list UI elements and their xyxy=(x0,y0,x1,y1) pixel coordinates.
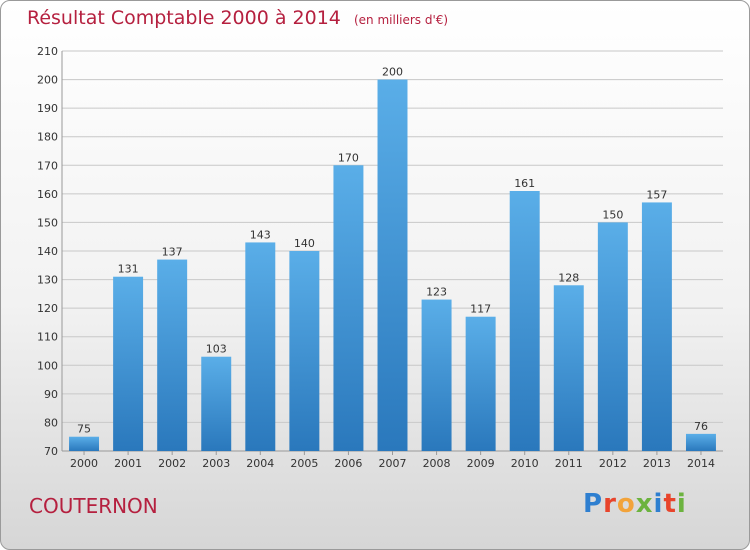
bar xyxy=(597,222,628,451)
x-tick-label: 2005 xyxy=(290,457,318,470)
y-tick-label: 200 xyxy=(37,74,58,87)
y-tick-label: 70 xyxy=(44,445,58,458)
data-label: 117 xyxy=(470,303,491,316)
data-label: 137 xyxy=(162,246,183,259)
title-main: Résultat Comptable 2000 à 2014 xyxy=(27,7,341,29)
y-tick-label: 160 xyxy=(37,188,58,201)
data-label: 143 xyxy=(250,228,271,241)
x-tick-label: 2009 xyxy=(467,457,495,470)
y-tick-label: 180 xyxy=(37,131,58,144)
y-tick-label: 140 xyxy=(37,245,58,258)
data-label: 140 xyxy=(294,237,315,250)
data-label: 75 xyxy=(77,423,91,436)
x-tick-label: 2011 xyxy=(555,457,583,470)
bar xyxy=(377,79,408,452)
x-tick-label: 2006 xyxy=(334,457,362,470)
x-tick-label: 2007 xyxy=(379,457,407,470)
bar xyxy=(157,259,188,451)
bar xyxy=(113,276,144,451)
logo-letter: o xyxy=(616,489,636,519)
logo-letter: x xyxy=(635,489,654,519)
y-tick-label: 90 xyxy=(44,388,58,401)
y-tick-label: 80 xyxy=(44,416,58,429)
bar xyxy=(333,165,364,452)
bar xyxy=(553,285,584,451)
data-label: 170 xyxy=(338,151,359,164)
y-tick-label: 110 xyxy=(37,331,58,344)
proxiti-logo: Proxiti xyxy=(583,489,687,519)
y-tick-label: 190 xyxy=(37,102,58,115)
y-tick-label: 150 xyxy=(37,216,58,229)
logo-letter: i xyxy=(676,489,687,519)
data-label: 123 xyxy=(426,286,447,299)
data-label: 131 xyxy=(118,263,139,276)
data-label: 76 xyxy=(694,420,708,433)
bar xyxy=(201,356,232,451)
bar xyxy=(641,202,672,451)
x-tick-label: 2002 xyxy=(158,457,186,470)
title-unit: (en milliers d'€) xyxy=(353,13,449,27)
y-tick-label: 170 xyxy=(37,159,58,172)
data-label: 128 xyxy=(558,271,579,284)
bar xyxy=(245,242,276,451)
data-label: 157 xyxy=(646,188,667,201)
x-tick-label: 2012 xyxy=(599,457,627,470)
y-tick-label: 120 xyxy=(37,302,58,315)
x-tick-label: 2004 xyxy=(246,457,274,470)
data-label: 200 xyxy=(382,66,403,79)
x-tick-label: 2014 xyxy=(687,457,715,470)
logo-letter: t xyxy=(663,489,677,519)
data-label: 150 xyxy=(602,208,623,221)
y-tick-label: 130 xyxy=(37,274,58,287)
x-tick-label: 2010 xyxy=(511,457,539,470)
x-tick-label: 2013 xyxy=(643,457,671,470)
location-label: COUTERNON xyxy=(29,494,158,518)
logo-letter: r xyxy=(603,489,617,519)
chart-title: Résultat Comptable 2000 à 2014 (en milli… xyxy=(27,7,448,29)
y-tick-label: 210 xyxy=(37,45,58,58)
bar xyxy=(685,433,716,451)
bar xyxy=(465,316,496,451)
bar xyxy=(289,251,320,451)
data-label: 161 xyxy=(514,177,535,190)
x-tick-label: 2001 xyxy=(114,457,142,470)
x-tick-label: 2008 xyxy=(423,457,451,470)
bar xyxy=(69,436,100,451)
logo-letter: i xyxy=(653,489,664,519)
x-tick-label: 2000 xyxy=(70,457,98,470)
data-label: 103 xyxy=(206,343,227,356)
y-tick-label: 100 xyxy=(37,359,58,372)
x-tick-label: 2003 xyxy=(202,457,230,470)
bar xyxy=(421,299,452,451)
logo-letter: P xyxy=(583,489,604,519)
bar xyxy=(509,191,540,451)
